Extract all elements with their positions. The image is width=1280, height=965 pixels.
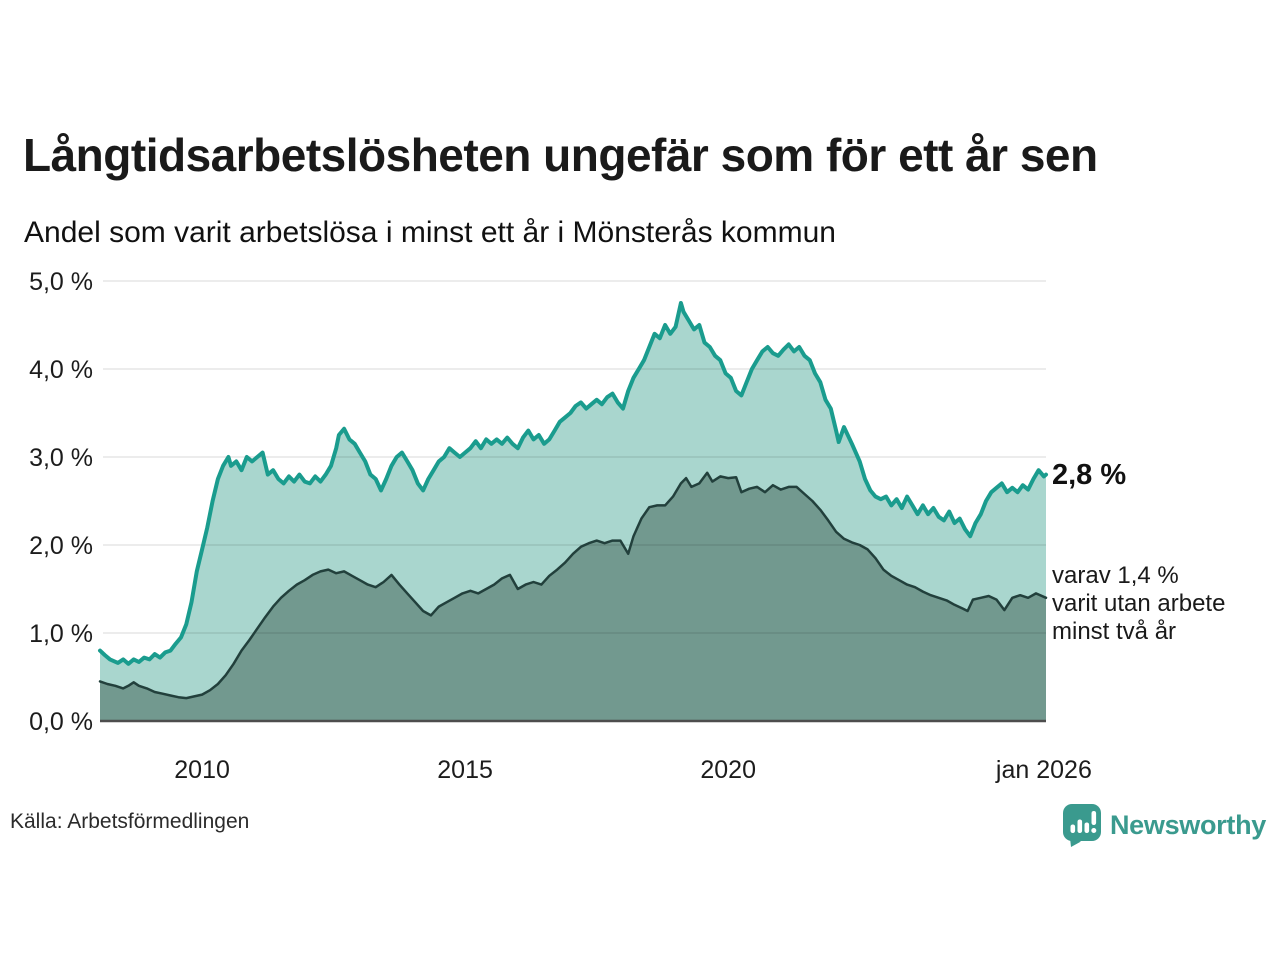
chart-subtitle: Andel som varit arbetslösa i minst ett å… (24, 216, 836, 249)
bar-chart-speech-bubble-icon (1062, 804, 1101, 847)
y-tick-label: 4,0 % (29, 356, 93, 384)
note-line-1: varav 1,4 % (1052, 562, 1179, 589)
y-tick-label: 3,0 % (29, 444, 93, 472)
note-line-3: minst två år (1052, 618, 1177, 645)
page-title: Långtidsarbetslösheten ungefär som för e… (23, 129, 1098, 181)
secondary-series-note: varav 1,4 % varit utan arbete minst två … (1052, 562, 1225, 646)
y-tick-label: 2,0 % (29, 532, 93, 560)
x-tick-label: 2015 (437, 756, 493, 784)
latest-value-label: 2,8 % (1052, 459, 1127, 491)
y-tick-label: 0,0 % (29, 708, 93, 736)
note-line-2: varit utan arbete (1052, 590, 1226, 617)
brand-logo: Newsworthy (1062, 803, 1266, 847)
x-tick-label: 2020 (700, 756, 756, 784)
x-tick-label: 2010 (174, 756, 230, 784)
area-series-2 (100, 472, 1046, 721)
y-tick-label: 1,0 % (29, 620, 93, 648)
line-series-2 (98, 471, 1048, 700)
source-credit: Källa: Arbetsförmedlingen (10, 810, 250, 833)
x-tick-label: jan 2026 (995, 756, 1092, 784)
y-tick-label: 5,0 % (29, 268, 93, 296)
line-series-1 (98, 301, 1048, 666)
brand-name: Newsworthy (1109, 809, 1266, 840)
